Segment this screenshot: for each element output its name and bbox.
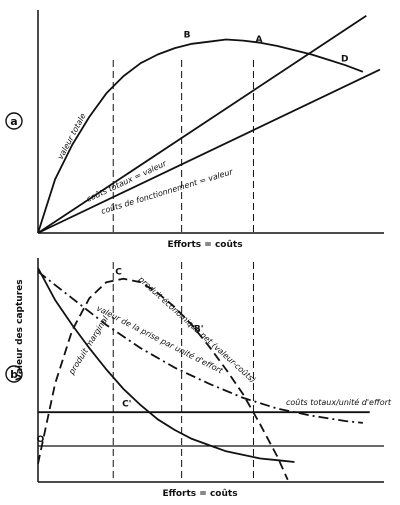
label-couts-fonctionnement: coûts de fonctionnement = valeur xyxy=(100,166,235,216)
label-valeur-totale: valeur totale xyxy=(56,112,88,161)
panel-b-series-2 xyxy=(37,270,363,424)
panel-b-point-2: C' xyxy=(122,399,131,409)
panel-a-series-2 xyxy=(37,68,381,234)
panel-a-point-0: B xyxy=(184,31,191,41)
panel-a-series-1 xyxy=(37,15,367,234)
panel-b-point-0: C xyxy=(115,268,122,278)
panel-a-x-axis-label: Efforts = coûts xyxy=(167,240,242,250)
panel-a-point-1: A xyxy=(255,35,262,45)
panel-b-x-axis-label: Efforts = coûts xyxy=(162,489,237,499)
panel-b-point-1: B' xyxy=(194,325,204,335)
panel-b-series-0 xyxy=(37,267,295,463)
panel-b: Efforts = coûts CB'C'O produit marginal … xyxy=(37,258,392,499)
panel-b-point-3: O xyxy=(37,435,45,445)
panel-b-letter: b xyxy=(10,368,18,381)
panel-b-series-1 xyxy=(37,277,289,481)
y-axis-label: Valeur des captures xyxy=(15,279,25,380)
panel-a-series-0 xyxy=(37,38,364,234)
panel-a-letter: a xyxy=(10,115,17,128)
label-couts-totaux-unite: coûts totaux/unité d'effort xyxy=(286,397,392,407)
label-produit-economique-net: produit économique net (valeur-coûts) xyxy=(136,273,258,384)
panel-a: Efforts = coûts B A D valeur totale coûts … xyxy=(37,10,384,250)
panel-a-marker: a xyxy=(5,112,23,130)
panel-a-point-2: D xyxy=(341,54,348,64)
panel-b-marker: b xyxy=(5,365,23,383)
